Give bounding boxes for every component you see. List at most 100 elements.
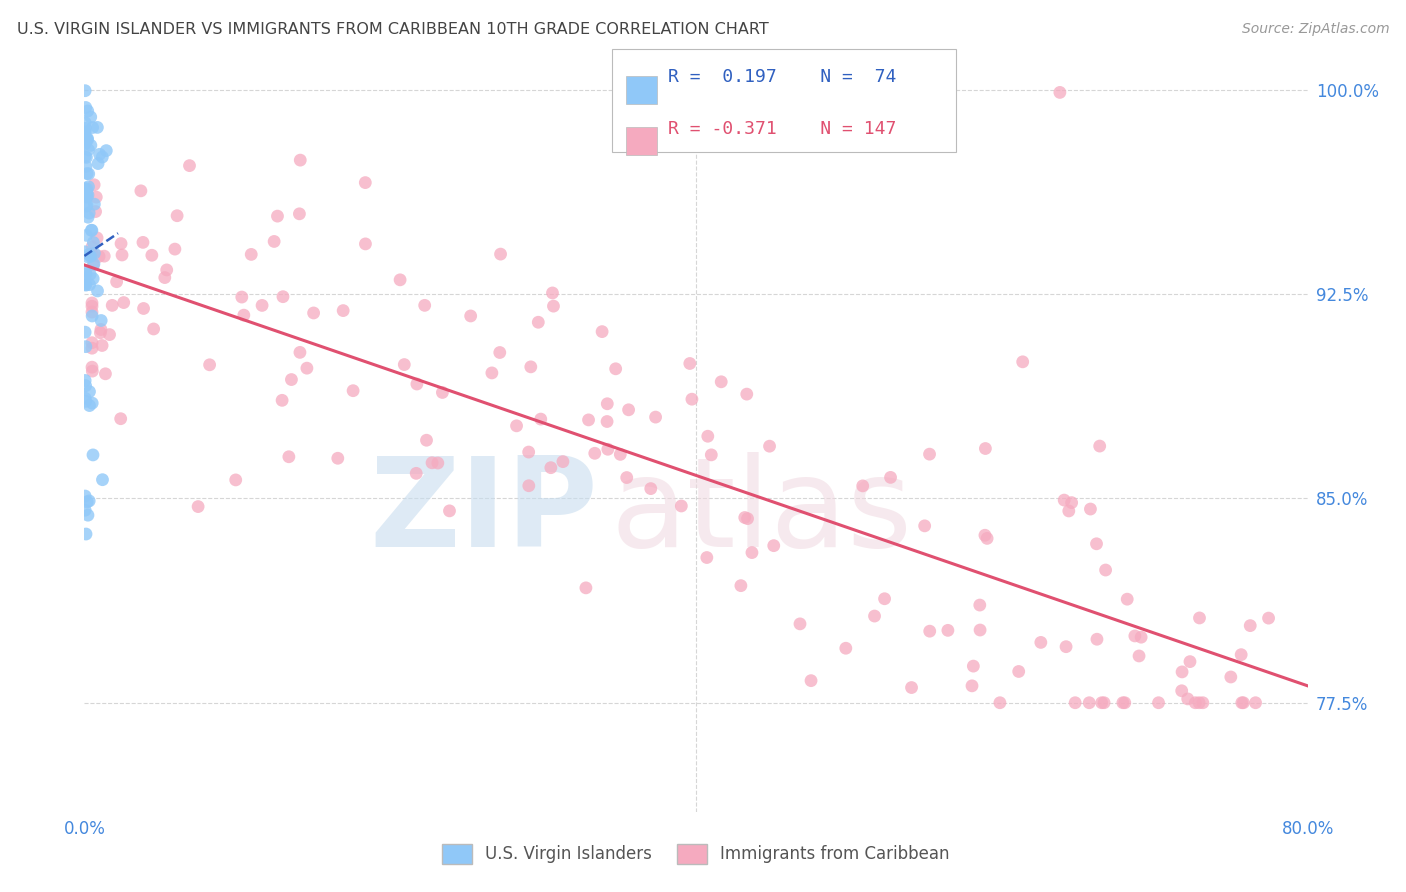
- Point: [83, 257, 105, 271]
- Point: [415, 434, 437, 448]
- Point: [918, 447, 941, 461]
- Point: [132, 235, 155, 250]
- Point: [1008, 665, 1031, 679]
- Point: [737, 511, 759, 525]
- Point: [82, 364, 104, 378]
- Text: atlas: atlas: [610, 451, 912, 573]
- Point: [1088, 439, 1111, 453]
- Point: [80, 240, 103, 254]
- Point: [530, 412, 553, 426]
- Point: [79, 267, 101, 281]
- Point: [1112, 696, 1135, 710]
- Point: [800, 673, 823, 688]
- Point: [111, 248, 134, 262]
- Point: [730, 579, 752, 593]
- Point: [900, 681, 922, 695]
- Point: [354, 236, 377, 251]
- Point: [105, 275, 128, 289]
- Point: [1230, 696, 1253, 710]
- Point: [75, 150, 97, 164]
- Point: [75, 391, 97, 405]
- Point: [110, 236, 132, 251]
- Point: [1054, 640, 1077, 654]
- Point: [80, 223, 103, 237]
- Point: [76, 167, 98, 181]
- Point: [405, 467, 427, 481]
- Point: [741, 545, 763, 559]
- Point: [75, 121, 97, 136]
- Point: [640, 482, 662, 496]
- Point: [86, 284, 108, 298]
- Point: [578, 413, 600, 427]
- Point: [232, 308, 254, 322]
- Text: ZIP: ZIP: [370, 451, 598, 573]
- Point: [132, 301, 155, 316]
- Point: [75, 84, 97, 98]
- Point: [489, 247, 512, 261]
- Point: [91, 150, 114, 164]
- Point: [271, 290, 294, 304]
- Point: [758, 439, 780, 453]
- Point: [96, 144, 118, 158]
- Point: [1239, 618, 1261, 632]
- Point: [75, 340, 97, 354]
- Point: [332, 303, 354, 318]
- Point: [960, 679, 983, 693]
- Point: [389, 273, 412, 287]
- Point: [605, 361, 627, 376]
- Point: [671, 499, 693, 513]
- Point: [596, 442, 619, 457]
- Text: U.S. VIRGIN ISLANDER VS IMMIGRANTS FROM CARIBBEAN 10TH GRADE CORRELATION CHART: U.S. VIRGIN ISLANDER VS IMMIGRANTS FROM …: [17, 22, 769, 37]
- Point: [1230, 648, 1253, 662]
- Point: [541, 285, 564, 300]
- Point: [91, 338, 114, 352]
- Point: [520, 359, 543, 374]
- Point: [271, 393, 294, 408]
- Point: [76, 131, 98, 145]
- Point: [974, 442, 997, 456]
- Point: [616, 470, 638, 484]
- Point: [505, 418, 527, 433]
- Point: [76, 133, 98, 147]
- Point: [75, 149, 97, 163]
- Point: [517, 445, 540, 459]
- Point: [439, 504, 461, 518]
- Point: [277, 450, 299, 464]
- Point: [84, 204, 107, 219]
- Point: [1123, 629, 1146, 643]
- Point: [527, 315, 550, 329]
- Point: [225, 473, 247, 487]
- Point: [988, 696, 1011, 710]
- Point: [679, 357, 702, 371]
- Point: [75, 136, 97, 151]
- Point: [86, 231, 108, 245]
- Point: [77, 188, 100, 202]
- Point: [974, 528, 997, 542]
- Point: [153, 270, 176, 285]
- Point: [75, 125, 97, 139]
- Point: [406, 377, 429, 392]
- Point: [82, 309, 104, 323]
- Point: [583, 446, 606, 460]
- Point: [163, 242, 186, 256]
- Point: [326, 451, 349, 466]
- Point: [80, 305, 103, 319]
- Point: [762, 539, 785, 553]
- Point: [394, 358, 416, 372]
- Point: [288, 207, 311, 221]
- Point: [101, 298, 124, 312]
- Point: [129, 184, 152, 198]
- Point: [91, 473, 114, 487]
- Point: [263, 235, 285, 249]
- Point: [75, 199, 97, 213]
- Point: [75, 100, 97, 114]
- Point: [517, 479, 540, 493]
- Point: [156, 263, 179, 277]
- Point: [77, 250, 100, 264]
- Point: [879, 470, 901, 484]
- Point: [700, 448, 723, 462]
- Point: [93, 249, 115, 263]
- Point: [266, 209, 288, 223]
- Point: [1114, 696, 1136, 710]
- Point: [1178, 655, 1201, 669]
